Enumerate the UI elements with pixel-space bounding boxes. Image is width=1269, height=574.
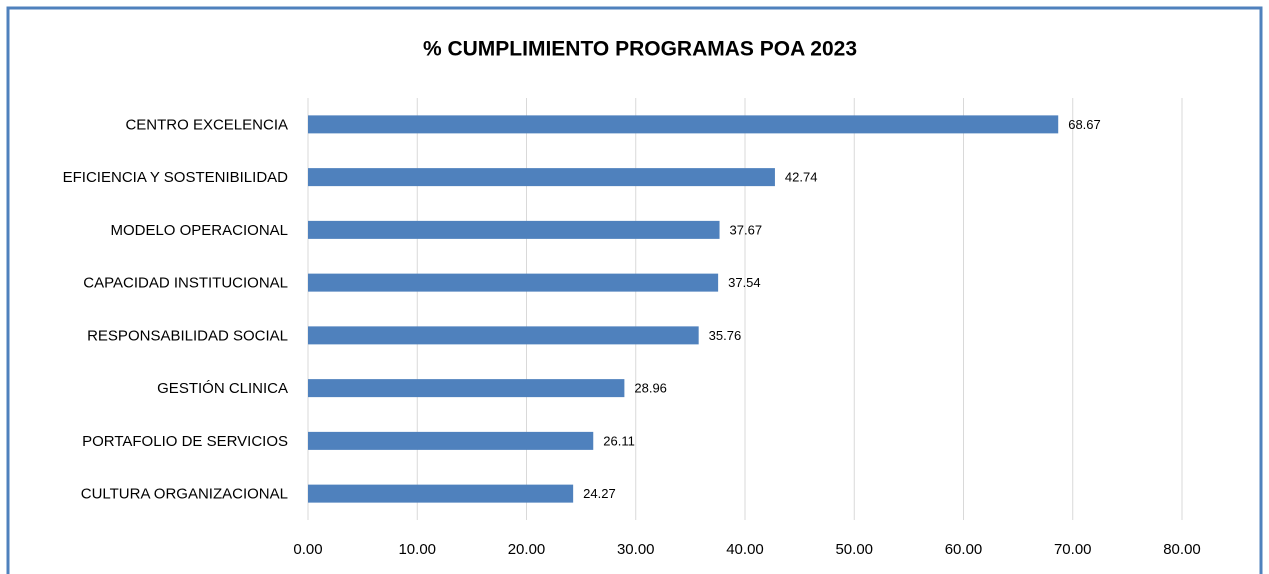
bar (308, 484, 574, 503)
x-tick-label: 0.00 (293, 541, 322, 558)
bar (308, 273, 719, 292)
y-tick-label: EFICIENCIA Y SOSTENIBILIDAD (63, 169, 289, 186)
data-label: 35.76 (709, 328, 742, 343)
data-label: 37.54 (728, 275, 761, 290)
data-label: 37.67 (730, 222, 763, 237)
bar (308, 220, 720, 239)
data-label: 42.74 (785, 170, 818, 185)
bar (308, 431, 594, 450)
bar (308, 115, 1059, 134)
data-label: 68.67 (1068, 117, 1101, 132)
data-label: 26.11 (603, 433, 635, 448)
bar (308, 379, 625, 398)
y-tick-label: GESTIÓN CLINICA (157, 380, 288, 397)
x-tick-label: 80.00 (1163, 541, 1201, 558)
x-tick-label: 10.00 (398, 541, 436, 558)
x-tick-label: 40.00 (726, 541, 764, 558)
x-tick-label: 60.00 (945, 541, 983, 558)
x-tick-label: 70.00 (1054, 541, 1092, 558)
x-tick-label: 20.00 (508, 541, 546, 558)
y-tick-label: PORTAFOLIO DE SERVICIOS (82, 433, 288, 450)
y-tick-label: MODELO OPERACIONAL (110, 222, 288, 239)
chart-title: % CUMPLIMIENTO PROGRAMAS POA 2023 (423, 38, 857, 61)
bar (308, 326, 699, 345)
y-tick-label: RESPONSABILIDAD SOCIAL (87, 327, 288, 344)
x-tick-label: 30.00 (617, 541, 655, 558)
data-label: 24.27 (583, 486, 616, 501)
bar (308, 168, 775, 187)
data-label: 28.96 (634, 381, 667, 396)
y-tick-label: CAPACIDAD INSTITUCIONAL (83, 275, 288, 292)
y-tick-label: CULTURA ORGANIZACIONAL (81, 486, 288, 503)
x-tick-label: 50.00 (835, 541, 873, 558)
y-tick-label: CENTRO EXCELENCIA (125, 116, 288, 133)
